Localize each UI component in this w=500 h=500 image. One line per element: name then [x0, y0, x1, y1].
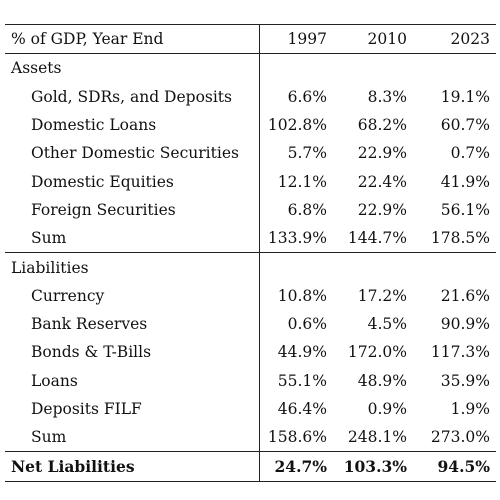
cell-2010: 22.4% [357, 172, 407, 191]
table-row: Loans 55.1% 48.9% 35.9% [5, 366, 496, 395]
cell-2023: 0.7% [450, 144, 490, 163]
cell-2023: 178.5% [430, 229, 490, 248]
cell-1997: 158.6% [267, 428, 327, 447]
row-label: Currency [5, 281, 260, 310]
cell-1997: 55.1% [277, 371, 327, 390]
cell-1997: 24.7% [259, 451, 333, 482]
header-year-2023: 2023 [413, 23, 496, 55]
row-label: Domestic Loans [5, 110, 260, 140]
table-row: Bonds & T-Bills 44.9% 172.0% 117.3% [5, 338, 496, 367]
cell-2023: 273.0% [430, 428, 490, 447]
row-label: Bank Reserves [5, 309, 260, 339]
row-label: Sum [5, 224, 260, 253]
table-row: Gold, SDRs, and Deposits 6.6% 8.3% 19.1% [5, 82, 496, 111]
cell-1997: 10.8% [277, 286, 327, 305]
cell-1997: 0.6% [287, 315, 327, 334]
cell-2023: 35.9% [440, 371, 490, 390]
cell-1997: 12.1% [277, 172, 327, 191]
table-row: Foreign Securities 6.8% 22.9% 56.1% [5, 195, 496, 225]
cell-2010: 22.9% [357, 200, 407, 219]
cell-2023: 90.9% [440, 315, 490, 334]
row-label: Domestic Equities [5, 167, 260, 196]
cell-2010: 103.3% [333, 451, 413, 482]
table-row: Currency 10.8% 17.2% 21.6% [5, 281, 496, 310]
section-heading-row: Liabilities [5, 252, 496, 282]
row-label: Deposits FILF [5, 394, 260, 424]
cell-2010: 4.5% [367, 315, 407, 334]
liabilities-section-title: Liabilities [5, 252, 260, 282]
section-heading-row: Assets [5, 53, 496, 83]
cell-1997: 102.8% [267, 116, 327, 135]
liabilities-sum-row: Sum 158.6% 248.1% 273.0% [5, 423, 496, 452]
row-label: Sum [5, 423, 260, 452]
net-liabilities-row: Net Liabilities 24.7% 103.3% 94.5% [5, 451, 496, 482]
header-year-1997: 1997 [259, 23, 333, 55]
cell-2023: 56.1% [440, 200, 490, 219]
cell-2010: 17.2% [357, 286, 407, 305]
cell-2010: 8.3% [367, 87, 407, 106]
row-label: Gold, SDRs, and Deposits [5, 82, 260, 111]
row-label: Other Domestic Securities [5, 139, 260, 168]
cell-2023: 41.9% [440, 172, 490, 191]
cell-2010: 248.1% [347, 428, 407, 447]
row-label: Bonds & T-Bills [5, 338, 260, 367]
cell-2010: 172.0% [347, 343, 407, 362]
cell-2010: 48.9% [357, 371, 407, 390]
table-row: Domestic Equities 12.1% 22.4% 41.9% [5, 167, 496, 196]
cell-1997: 6.6% [287, 87, 327, 106]
header-label: % of GDP, Year End [5, 23, 260, 55]
net-liabilities-label: Net Liabilities [5, 451, 260, 482]
cell-1997: 133.9% [267, 229, 327, 248]
cell-1997: 5.7% [287, 144, 327, 163]
cell-2010: 68.2% [357, 116, 407, 135]
table-row: Domestic Loans 102.8% 68.2% 60.7% [5, 110, 496, 140]
table-row: Deposits FILF 46.4% 0.9% 1.9% [5, 394, 496, 424]
cell-2023: 117.3% [430, 343, 490, 362]
cell-2010: 22.9% [357, 144, 407, 163]
cell-2023: 94.5% [413, 451, 496, 482]
row-label: Foreign Securities [5, 195, 260, 225]
row-label: Loans [5, 366, 260, 395]
cell-2023: 21.6% [440, 286, 490, 305]
cell-1997: 6.8% [287, 200, 327, 219]
assets-section-title: Assets [5, 53, 260, 83]
table-header-row: % of GDP, Year End 1997 2010 2023 [5, 23, 496, 55]
assets-sum-row: Sum 133.9% 144.7% 178.5% [5, 224, 496, 253]
cell-2023: 60.7% [440, 116, 490, 135]
header-year-2010: 2010 [333, 23, 413, 55]
table-row: Other Domestic Securities 5.7% 22.9% 0.7… [5, 139, 496, 168]
cell-2010: 144.7% [347, 229, 407, 248]
cell-1997: 46.4% [277, 400, 327, 418]
cell-2023: 1.9% [450, 400, 490, 418]
cell-1997: 44.9% [277, 343, 327, 362]
financial-table: % of GDP, Year End 1997 2010 2023 Assets… [5, 23, 496, 482]
table-row: Bank Reserves 0.6% 4.5% 90.9% [5, 309, 496, 339]
cell-2010: 0.9% [367, 400, 407, 418]
cell-2023: 19.1% [440, 87, 490, 106]
